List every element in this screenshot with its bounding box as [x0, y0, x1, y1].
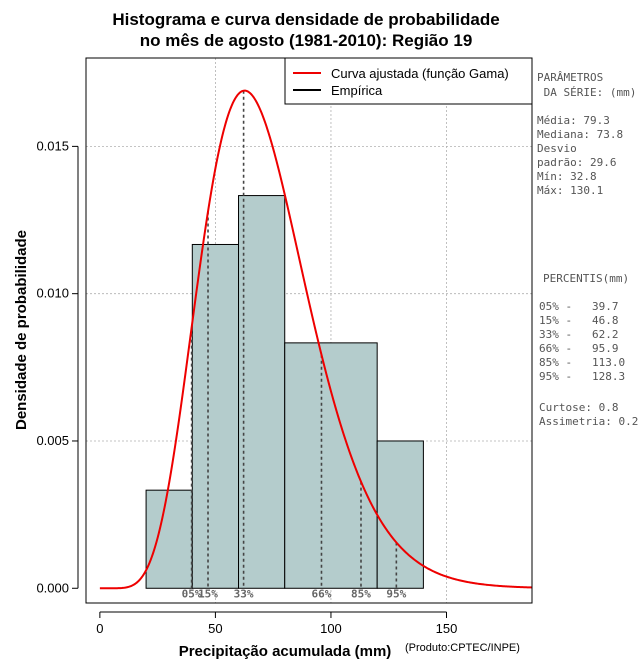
stat-curtose: Curtose: 0.8: [539, 401, 618, 414]
percentil-66: 66% - 95.9: [539, 342, 618, 355]
histogram-bar: [145, 489, 193, 589]
x-tick-label: 150: [436, 621, 458, 636]
y-tick-label: 0.000: [36, 580, 69, 595]
param-desvio: Desvio: [537, 142, 577, 155]
legend-empirical-label: Empírica: [331, 83, 383, 98]
y-axis-label: Densidade de probabilidade: [13, 230, 30, 430]
legend-box: [284, 57, 533, 105]
percentile-label: 05%: [182, 587, 202, 600]
histogram-bar: [376, 440, 424, 589]
histogram-bar: [284, 342, 378, 589]
x-tick-label: 50: [208, 621, 222, 636]
param-media: Média: 79.3: [537, 114, 610, 127]
credit-label: (Produto:CPTEC/INPE): [405, 642, 520, 654]
param-max: Máx: 130.1: [537, 184, 603, 197]
y-tick-label: 0.005: [36, 433, 69, 448]
param-padrao: padrão: 29.6: [537, 156, 616, 169]
legend: Curva ajustada (função Gama) Empírica: [284, 57, 533, 105]
chart-title-line-2: no mês de agosto (1981-2010): Região 19: [140, 31, 473, 50]
percentil-95: 95% - 128.3: [539, 370, 625, 383]
x-tick-label: 0: [96, 621, 103, 636]
percentil-15: 15% - 46.8: [539, 314, 618, 327]
x-axis: 0 50 100 150: [96, 611, 458, 636]
chart-title-line-1: Histograma e curva densidade de probabil…: [112, 10, 499, 29]
fitted-gamma-curve: [99, 89, 533, 590]
percentil-05: 05% - 39.7: [539, 300, 618, 313]
x-axis-label: Precipitação acumulada (mm): [179, 643, 392, 660]
params-title-line-1: PARÂMETROS: [537, 71, 603, 84]
legend-curve-label: Curva ajustada (função Gama): [331, 66, 509, 81]
fitted-curve-group: [99, 89, 533, 590]
histogram-bars: [145, 195, 424, 589]
histogram-bar: [191, 243, 240, 589]
param-mediana: Mediana: 73.8: [537, 128, 623, 141]
side-panel: PARÂMETROS DA SÉRIE: (mm) Média: 79.3 Me…: [537, 71, 638, 428]
params-title-line-2: DA SÉRIE: (mm): [537, 86, 636, 99]
param-min: Mín: 32.8: [537, 170, 597, 183]
percentile-label: 95%: [386, 587, 406, 600]
percentile-label: 85%: [351, 587, 371, 600]
percentil-85: 85% - 113.0: [539, 356, 625, 369]
y-tick-label: 0.015: [36, 138, 69, 153]
percentile-labels: 05%15% 33% 66% 85% 95%: [182, 587, 407, 600]
percentil-33: 33% - 62.2: [539, 328, 618, 341]
y-tick-label: 0.010: [36, 286, 69, 301]
x-tick-label: 100: [320, 621, 342, 636]
percentis-title: PERCENTIS(mm): [543, 272, 629, 285]
histogram-bar: [238, 195, 286, 589]
percentile-label: 33%: [234, 587, 254, 600]
percentile-label: 66%: [312, 587, 332, 600]
y-axis: 0.000 0.005 0.010 0.015: [36, 138, 79, 595]
percentile-lines: [190, 90, 398, 589]
percentile-label: 15%: [198, 587, 218, 600]
stat-assimetria: Assimetria: 0.2: [539, 415, 638, 428]
